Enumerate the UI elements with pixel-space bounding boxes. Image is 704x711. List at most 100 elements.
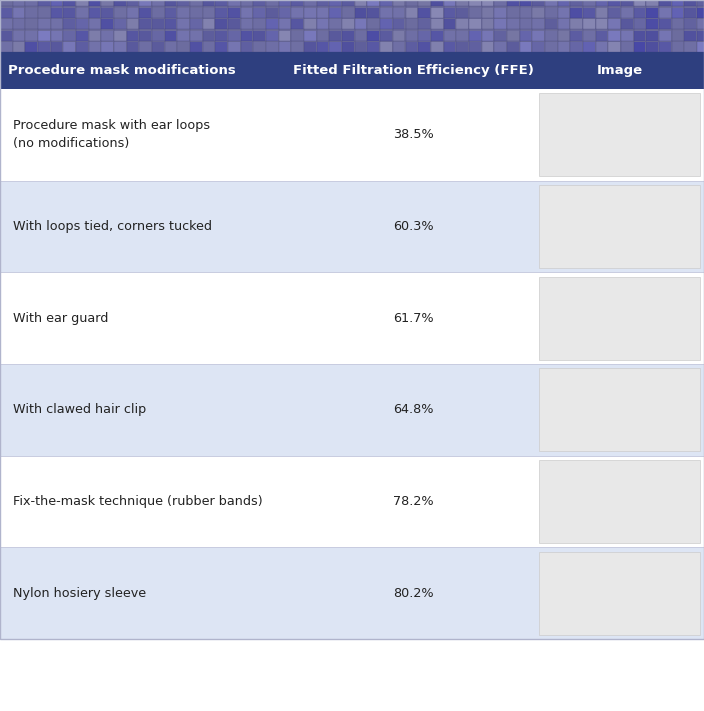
Bar	[165, 42, 177, 52]
Text: Image: Image	[596, 64, 643, 77]
Bar	[558, 19, 570, 29]
Bar	[25, 42, 37, 52]
Bar	[596, 42, 608, 52]
Bar	[0, 0, 12, 6]
Bar	[456, 0, 468, 6]
Bar	[228, 0, 240, 6]
Text: 78.2%: 78.2%	[394, 495, 434, 508]
Bar	[520, 8, 532, 18]
Bar	[697, 31, 704, 41]
Bar	[494, 31, 506, 41]
Bar	[89, 42, 101, 52]
Bar	[545, 42, 557, 52]
Text: 60.3%: 60.3%	[394, 220, 434, 233]
Bar	[101, 31, 113, 41]
Bar	[545, 0, 557, 6]
Bar	[127, 8, 139, 18]
Bar	[291, 8, 303, 18]
Bar	[608, 0, 620, 6]
Bar	[114, 0, 126, 6]
Bar	[634, 0, 646, 6]
Bar	[279, 31, 291, 41]
Bar	[215, 42, 227, 52]
Bar	[406, 0, 417, 6]
Text: Procedure mask with ear loops
(no modifications): Procedure mask with ear loops (no modifi…	[13, 119, 210, 150]
Bar	[342, 8, 354, 18]
Bar	[532, 42, 544, 52]
Bar	[558, 0, 570, 6]
Bar	[317, 0, 329, 6]
Bar	[89, 31, 101, 41]
Bar	[190, 42, 202, 52]
Bar	[165, 0, 177, 6]
Bar	[317, 19, 329, 29]
Bar	[139, 8, 151, 18]
Bar	[539, 460, 700, 543]
Bar	[583, 19, 595, 29]
Bar	[215, 31, 227, 41]
Bar	[190, 31, 202, 41]
Bar	[507, 19, 519, 29]
Bar	[266, 19, 278, 29]
Bar	[253, 8, 265, 18]
Bar	[266, 0, 278, 6]
Bar	[570, 0, 582, 6]
Bar	[659, 42, 671, 52]
Bar	[532, 19, 544, 29]
Bar	[621, 42, 633, 52]
Bar	[89, 0, 101, 6]
Bar	[469, 19, 481, 29]
Bar	[646, 19, 658, 29]
Bar	[51, 31, 63, 41]
Bar	[355, 8, 367, 18]
Bar	[63, 42, 75, 52]
Bar	[355, 0, 367, 6]
Bar	[63, 0, 75, 6]
Bar	[114, 19, 126, 29]
Bar	[621, 31, 633, 41]
Bar	[406, 19, 417, 29]
Bar	[101, 42, 113, 52]
Bar	[114, 8, 126, 18]
Bar	[317, 42, 329, 52]
Bar	[545, 8, 557, 18]
Text: Fix-the-mask technique (rubber bands): Fix-the-mask technique (rubber bands)	[13, 495, 263, 508]
Bar	[539, 277, 700, 360]
Bar	[177, 42, 189, 52]
Bar	[165, 19, 177, 29]
Bar	[177, 0, 189, 6]
Bar	[25, 19, 37, 29]
Bar	[482, 42, 494, 52]
Bar	[621, 19, 633, 29]
Bar	[165, 8, 177, 18]
Bar	[279, 0, 291, 6]
Bar	[469, 8, 481, 18]
Bar	[393, 0, 405, 6]
Bar	[482, 0, 494, 6]
Bar	[672, 0, 684, 6]
Bar	[0, 181, 704, 272]
Bar	[608, 8, 620, 18]
Bar	[672, 8, 684, 18]
Bar	[646, 8, 658, 18]
Bar	[444, 8, 455, 18]
Bar	[355, 31, 367, 41]
Bar	[532, 31, 544, 41]
Bar	[583, 42, 595, 52]
Bar	[228, 8, 240, 18]
Bar	[342, 31, 354, 41]
Bar	[215, 0, 227, 6]
Bar	[367, 31, 379, 41]
Text: With clawed hair clip: With clawed hair clip	[13, 403, 146, 417]
Bar	[177, 8, 189, 18]
Bar	[444, 19, 455, 29]
Bar	[608, 31, 620, 41]
Bar	[520, 31, 532, 41]
Bar	[431, 42, 443, 52]
Bar	[89, 8, 101, 18]
Bar	[494, 42, 506, 52]
Bar	[291, 19, 303, 29]
Bar	[456, 8, 468, 18]
Bar	[13, 42, 25, 52]
Bar	[241, 31, 253, 41]
